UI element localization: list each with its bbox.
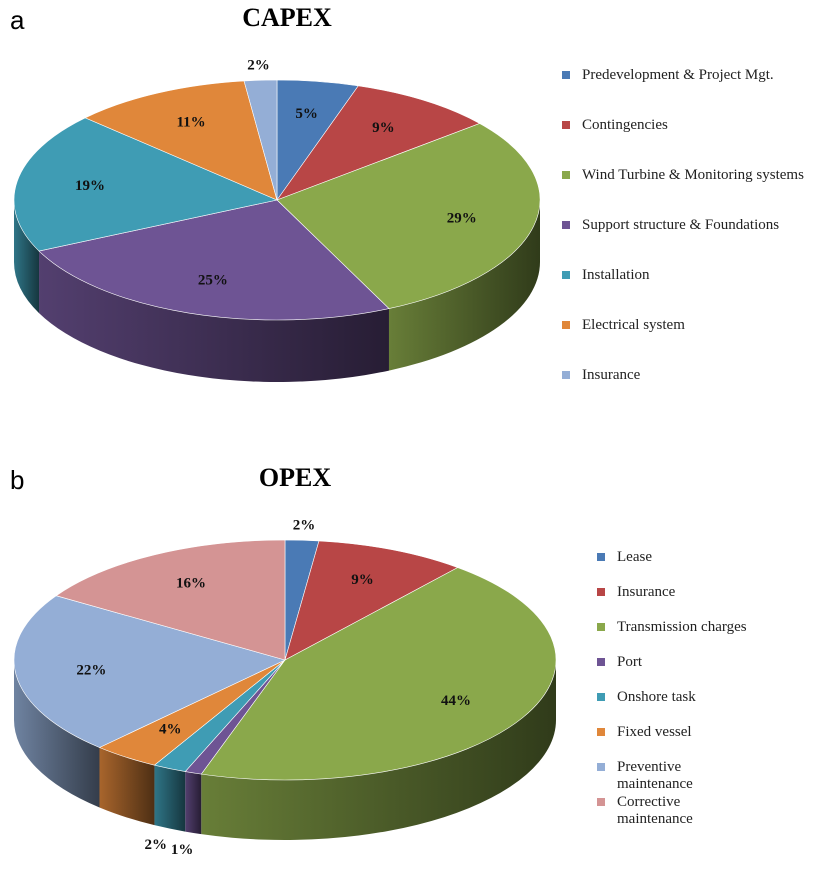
slice — [276, 85, 481, 201]
data-label: 22% — [76, 662, 106, 678]
slice — [55, 539, 286, 661]
legend-swatch — [597, 693, 605, 701]
data-label: 4% — [159, 721, 182, 737]
legend-label: Onshore task — [617, 689, 696, 705]
data-label: 1% — [171, 842, 194, 858]
legend-swatch — [597, 763, 605, 771]
slice-side — [201, 660, 556, 841]
data-label: 5% — [295, 106, 318, 122]
slice-side — [388, 200, 540, 371]
data-label: 29% — [447, 210, 477, 226]
data-label: 19% — [75, 178, 105, 194]
legend-swatch — [597, 658, 605, 666]
legend-label: Electrical system — [582, 317, 685, 333]
chart-title: CAPEX — [242, 3, 332, 32]
legend-label: Port — [617, 654, 643, 670]
data-label: 9% — [351, 572, 374, 588]
legend-swatch — [562, 221, 570, 229]
slice — [200, 567, 557, 781]
slice-side — [185, 771, 202, 835]
legend-label: Predevelopment & Project Mgt. — [582, 67, 774, 83]
data-label: 11% — [176, 114, 205, 130]
panel-label: b — [10, 465, 24, 495]
legend-label: Insurance — [582, 367, 641, 383]
data-label: 16% — [176, 576, 206, 592]
legend-swatch — [597, 798, 605, 806]
slice — [276, 123, 541, 309]
legend-label: Lease — [617, 549, 652, 565]
legend-swatch — [562, 71, 570, 79]
legend-swatch — [562, 271, 570, 279]
slice-side — [14, 200, 40, 314]
legend-label: Contingencies — [582, 117, 668, 133]
data-label: 44% — [441, 693, 471, 709]
legend-swatch — [562, 371, 570, 379]
slice-side — [14, 660, 100, 808]
panel-label: a — [10, 5, 25, 35]
legend-swatch — [597, 588, 605, 596]
data-label: 2% — [145, 837, 168, 853]
slice — [13, 595, 286, 748]
slice — [84, 80, 278, 201]
legend-swatch — [562, 121, 570, 129]
legend-swatch — [597, 623, 605, 631]
legend-swatch — [597, 553, 605, 561]
legend-label: Preventive maintenance — [617, 759, 693, 792]
slice-side — [99, 747, 155, 826]
legend-swatch — [562, 171, 570, 179]
data-label: 9% — [372, 120, 395, 136]
legend-label: Support structure & Foundations — [582, 217, 780, 233]
slice — [38, 199, 390, 321]
data-label: 2% — [247, 57, 270, 73]
chart-title: OPEX — [259, 463, 331, 492]
slice — [243, 79, 278, 201]
slice-side — [154, 765, 186, 832]
slice — [284, 540, 459, 661]
legend-label: Fixed vessel — [617, 724, 692, 740]
legend-label: Corrective maintenance — [617, 794, 693, 827]
legend-label: Installation — [582, 267, 650, 283]
legend-swatch — [597, 728, 605, 736]
legend-label: Insurance — [617, 584, 676, 600]
data-label: 2% — [293, 517, 316, 533]
slice — [13, 117, 278, 252]
data-label: 25% — [198, 273, 228, 289]
legend-swatch — [562, 321, 570, 329]
legend-label: Wind Turbine & Monitoring systems — [582, 167, 804, 183]
legend-label: Transmission charges — [617, 619, 747, 635]
